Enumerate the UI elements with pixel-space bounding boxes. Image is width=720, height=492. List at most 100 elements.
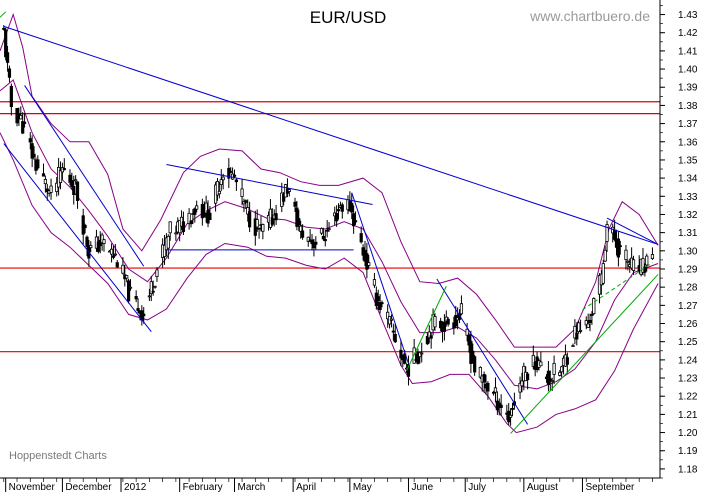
x-tick-label: February [183, 482, 223, 492]
candle-body [626, 260, 630, 263]
candle-23 [58, 161, 63, 190]
candle-body [125, 275, 129, 279]
candle-196 [518, 376, 522, 400]
candle-201 [531, 345, 535, 370]
candle-140 [367, 254, 371, 269]
candle-39 [100, 232, 104, 251]
candle-body [217, 190, 221, 195]
candle-150 [393, 323, 397, 343]
candle-body [274, 213, 278, 221]
x-tick-label: July [468, 482, 486, 492]
candle-72 [189, 220, 193, 228]
candle-body [287, 189, 291, 192]
candle-122 [321, 227, 325, 241]
candle-161 [425, 332, 429, 345]
candle-130 [340, 202, 344, 219]
candle-body [509, 414, 513, 418]
candle-body [571, 345, 575, 347]
y-tick-label: 1.22 [678, 392, 698, 403]
candle-2 [4, 27, 8, 61]
candle-89 [232, 169, 237, 178]
candle-32 [83, 223, 87, 234]
bollinger-lower [0, 132, 659, 434]
candle-70 [181, 211, 186, 236]
x-tick-label: August [527, 482, 558, 492]
candle-58 [151, 280, 155, 296]
candle-body [446, 318, 450, 325]
candle-151 [399, 339, 403, 367]
candlestick-series [2, 25, 655, 426]
candle-body [181, 221, 186, 232]
candle-121 [319, 227, 324, 236]
candle-68 [178, 219, 182, 242]
x-tick-label: December [65, 482, 112, 492]
candle-body [350, 202, 354, 213]
candle-112 [295, 200, 299, 231]
candle-body [548, 378, 552, 382]
candle-15 [36, 155, 40, 170]
candle-123 [323, 229, 327, 247]
trend-lines [0, 11, 659, 434]
candle-body [43, 179, 47, 185]
candle-body [459, 303, 464, 315]
candle-225 [592, 297, 596, 315]
x-tick-label: September [585, 482, 635, 492]
candle-body [578, 329, 583, 332]
candle-body [208, 212, 212, 221]
candle-103 [270, 208, 274, 227]
candle-165 [433, 313, 437, 331]
candle-105 [274, 204, 278, 225]
candle-body [126, 280, 131, 302]
candle-body [74, 179, 78, 182]
candle-57 [149, 276, 153, 302]
candle-194 [510, 402, 515, 417]
candle-149 [391, 323, 395, 341]
candle-body [9, 85, 13, 108]
candle-235 [618, 240, 622, 255]
candle-body [601, 263, 605, 284]
candle-body [62, 167, 66, 171]
candle-body [293, 201, 297, 207]
candle-244 [643, 263, 647, 277]
candle-224 [590, 311, 594, 325]
candle-body [325, 229, 329, 232]
candle-217 [573, 319, 577, 345]
candle-218 [575, 322, 579, 346]
candle-body [321, 235, 325, 240]
candle-body [335, 213, 339, 222]
candle-body [393, 334, 397, 343]
candle-body [584, 320, 588, 326]
candle-128 [336, 203, 341, 220]
candle-220 [578, 319, 583, 334]
candle-body [590, 314, 594, 316]
candle-170 [446, 317, 450, 327]
candle-body [420, 352, 424, 355]
candle-135 [353, 211, 358, 225]
candle-body [592, 298, 596, 315]
y-tick-label: 1.31 [678, 228, 698, 239]
candle-240 [631, 255, 636, 275]
candle-body [372, 279, 377, 286]
candle-body [550, 380, 554, 382]
candle-55 [142, 307, 146, 324]
candle-230 [605, 220, 609, 252]
candle-body [4, 29, 8, 58]
candle-16 [41, 163, 46, 177]
candle-9 [21, 112, 25, 135]
candle-body [22, 121, 27, 124]
candle-body [560, 366, 564, 373]
y-tick-label: 1.36 [678, 137, 698, 148]
candle-221 [584, 316, 588, 330]
candle-body [376, 296, 380, 302]
candle-205 [539, 351, 543, 367]
trend-line-6 [351, 192, 409, 364]
chart-watermark: www.chartbuero.de [529, 8, 650, 24]
candle-body [340, 204, 344, 212]
candle-body [575, 332, 579, 340]
candle-200 [526, 372, 530, 390]
candle-115 [300, 224, 305, 240]
candle-body [134, 296, 138, 300]
bollinger-middle [0, 79, 659, 390]
candle-3 [5, 45, 10, 72]
